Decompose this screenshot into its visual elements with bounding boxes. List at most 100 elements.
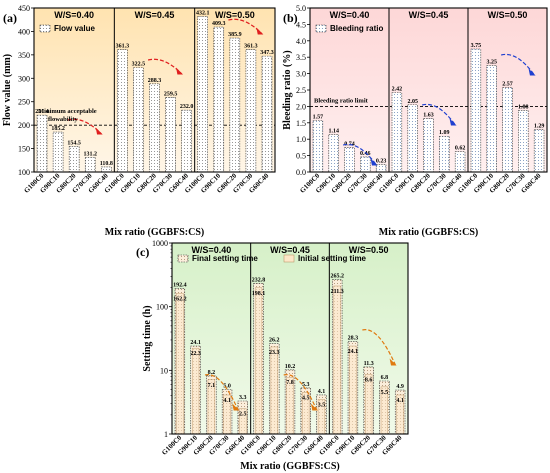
data-label-final: 4.9: [396, 384, 404, 390]
trend-arrow: [501, 53, 535, 76]
legend-swatch: [39, 24, 51, 33]
legend-label-initial: Initial setting time: [298, 254, 367, 263]
bar: [133, 67, 144, 173]
legend-label-final: Final setting time: [192, 254, 258, 263]
y-tick-label: 250: [18, 98, 30, 107]
group-background: [34, 8, 115, 172]
bar: [312, 120, 324, 173]
trend-arrow-head: [256, 27, 264, 35]
bar: [165, 96, 176, 173]
trend-arrow-head: [232, 403, 240, 411]
data-label: 0.62: [455, 146, 466, 152]
data-label-initial: 4.1: [223, 398, 231, 404]
x-axis-label: Mix ratio (GGBFS:CS): [105, 227, 204, 238]
bar: [518, 110, 529, 173]
trend-arrow-head: [95, 127, 103, 135]
data-label-initial: 24.1: [348, 349, 359, 355]
data-label-initial: 22.3: [190, 351, 201, 357]
bar: [84, 157, 96, 173]
data-label-initial: 211.3: [331, 289, 344, 295]
data-label-initial: 4.1: [396, 398, 404, 404]
trend-arrow: [67, 118, 102, 135]
data-label-final: 4.1: [318, 389, 326, 395]
bar: [439, 135, 450, 173]
trend-arrow-head: [528, 68, 536, 76]
plot-frame: [171, 242, 409, 435]
data-label: 1.14: [328, 129, 339, 135]
trend-arrow-head: [175, 67, 184, 75]
data-label: 1.09: [439, 130, 450, 136]
panel-flow-value: (a) 221.4G100C0185.2G90C10154.5G80C20131…: [2, 4, 276, 238]
data-label: 361.3: [116, 44, 130, 50]
data-label-final: 265.2: [330, 274, 344, 280]
y-tick-label: 0.5: [296, 152, 306, 161]
y-tick-label: 3.0: [296, 70, 306, 79]
group-title: W/S=0.50: [349, 245, 389, 255]
legend-swatch-final: [177, 254, 189, 263]
x-axis-label: Mix ratio (GGBFS:CS): [379, 227, 478, 238]
data-label-initial: 3.5: [318, 402, 326, 408]
bar: [470, 48, 482, 173]
trend-arrow: [204, 374, 239, 411]
data-label: 110.8: [100, 161, 113, 167]
panel-label-a: (a): [3, 11, 17, 25]
reference-line-label: Bleeding ratio limit: [314, 97, 369, 104]
bar: [68, 146, 80, 173]
data-label: 2.57: [502, 82, 513, 88]
bar: [344, 147, 355, 173]
y-tick-label: 0.0: [296, 168, 306, 177]
data-label: 322.5: [132, 62, 146, 68]
trend-arrow: [283, 374, 318, 411]
data-label: 232.0: [180, 104, 194, 110]
trend-arrow-head: [370, 158, 378, 166]
data-label-final: 8.2: [208, 370, 216, 376]
y-tick-label: 1: [164, 430, 168, 439]
bar: [375, 164, 387, 173]
data-label-final: 28.3: [348, 336, 359, 342]
y-tick-label: 5.0: [296, 4, 306, 13]
trend-arrow: [147, 58, 183, 75]
y-axis-label: Setting time (h): [142, 305, 153, 371]
group-title: W/S=0.40: [54, 10, 94, 20]
y-tick-label: 2.0: [296, 102, 306, 111]
y-tick-label: 2.5: [296, 86, 306, 95]
trend-arrow: [422, 103, 456, 126]
data-label: 1.63: [423, 113, 434, 119]
bar: [181, 109, 192, 173]
data-label-final: 24.1: [190, 340, 201, 346]
data-label-initial: 198.1: [252, 291, 266, 297]
data-label: 361.3: [244, 44, 258, 50]
bar-initial-setting: [270, 346, 278, 435]
bar: [360, 156, 371, 173]
data-label: 432.1: [196, 10, 210, 16]
group-title: W/S=0.45: [135, 10, 175, 20]
y-tick-label: 450: [18, 4, 30, 13]
data-label-initial: 8.6: [365, 378, 373, 384]
y-tick-label: 100: [156, 303, 168, 312]
bar: [36, 114, 48, 173]
bar: [149, 83, 160, 173]
data-label: 288.3: [148, 78, 162, 84]
bar: [101, 166, 112, 173]
y-tick-label: 1.0: [296, 135, 306, 144]
bar: [533, 129, 545, 173]
y-tick-label: 200: [18, 121, 30, 130]
data-label: 1.57: [313, 115, 324, 121]
data-label-final: 3.3: [239, 395, 247, 401]
data-label: 347.3: [260, 50, 274, 56]
data-label: 1.88: [518, 104, 529, 110]
y-tick-label: 400: [18, 27, 30, 36]
y-tick-label: 150: [18, 145, 30, 154]
data-label: 131.2: [83, 151, 97, 157]
bar-initial-setting: [333, 285, 341, 435]
panel-label-c: (c): [136, 245, 149, 259]
data-label-initial: 7.8: [286, 380, 294, 386]
bar: [261, 55, 273, 173]
trend-arrow: [343, 143, 377, 166]
y-tick-label: 300: [18, 74, 30, 83]
data-label-initial: 23.3: [269, 350, 280, 356]
y-tick-label: 10: [160, 366, 168, 375]
legend-label: Flow value: [54, 24, 95, 33]
bar: [197, 16, 208, 173]
plot-frame: [33, 7, 276, 173]
